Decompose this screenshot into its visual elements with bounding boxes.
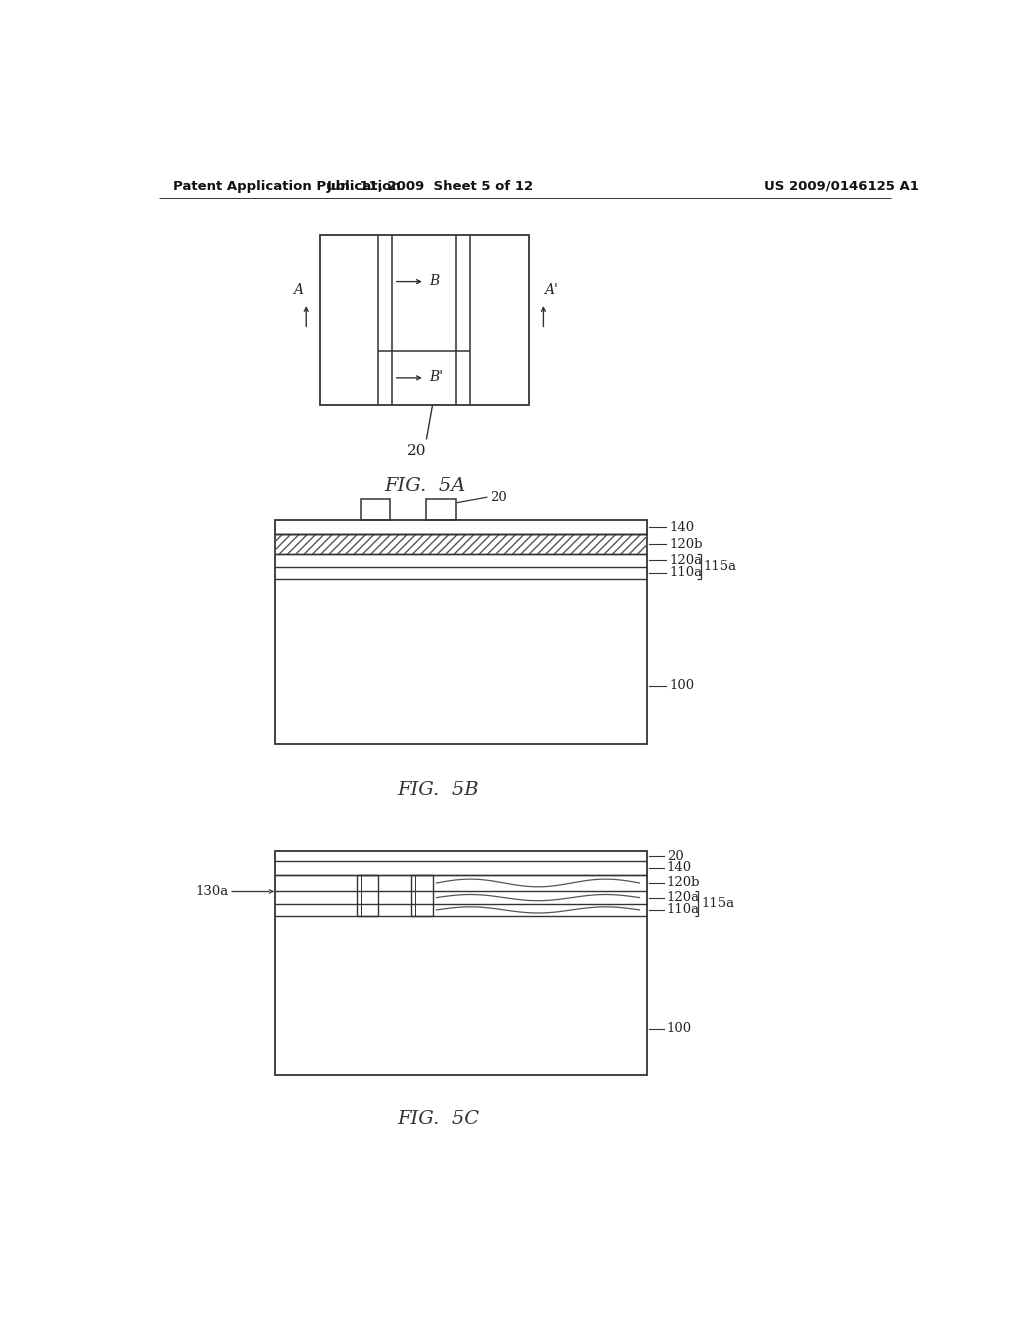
Text: 20: 20 [667, 850, 683, 862]
Text: FIG.  5B: FIG. 5B [397, 781, 479, 799]
Bar [275, 851, 647, 1074]
Text: FIG.  5A: FIG. 5A [384, 477, 466, 495]
Text: 20: 20 [489, 491, 507, 504]
Text: 120b: 120b [669, 537, 702, 550]
Bar [321, 235, 529, 405]
Text: A': A' [544, 282, 558, 297]
Text: 110a: 110a [667, 903, 699, 916]
Text: US 2009/0146125 A1: US 2009/0146125 A1 [764, 180, 919, 193]
Bar [275, 535, 647, 554]
Text: B': B' [429, 370, 443, 384]
Text: Jun. 11, 2009  Sheet 5 of 12: Jun. 11, 2009 Sheet 5 of 12 [327, 180, 534, 193]
Text: 120a: 120a [669, 554, 702, 566]
Text: 100: 100 [669, 680, 694, 693]
Text: 130a: 130a [196, 884, 228, 898]
Bar [356, 875, 378, 916]
Text: 140: 140 [667, 861, 692, 874]
Text: Patent Application Publication: Patent Application Publication [173, 180, 400, 193]
Text: 20: 20 [408, 444, 427, 458]
Bar [426, 499, 456, 520]
Text: FIG.  5C: FIG. 5C [397, 1110, 479, 1129]
Text: B: B [429, 273, 439, 288]
Bar [411, 875, 432, 916]
Text: 140: 140 [669, 520, 694, 533]
Bar [360, 499, 390, 520]
Bar [275, 520, 647, 743]
Text: A: A [294, 282, 303, 297]
Text: 100: 100 [667, 1022, 692, 1035]
Text: 115a: 115a [701, 898, 734, 911]
Text: 120b: 120b [667, 876, 700, 890]
Text: 120a: 120a [667, 891, 699, 904]
Text: 115a: 115a [703, 560, 737, 573]
Text: 110a: 110a [669, 566, 702, 579]
